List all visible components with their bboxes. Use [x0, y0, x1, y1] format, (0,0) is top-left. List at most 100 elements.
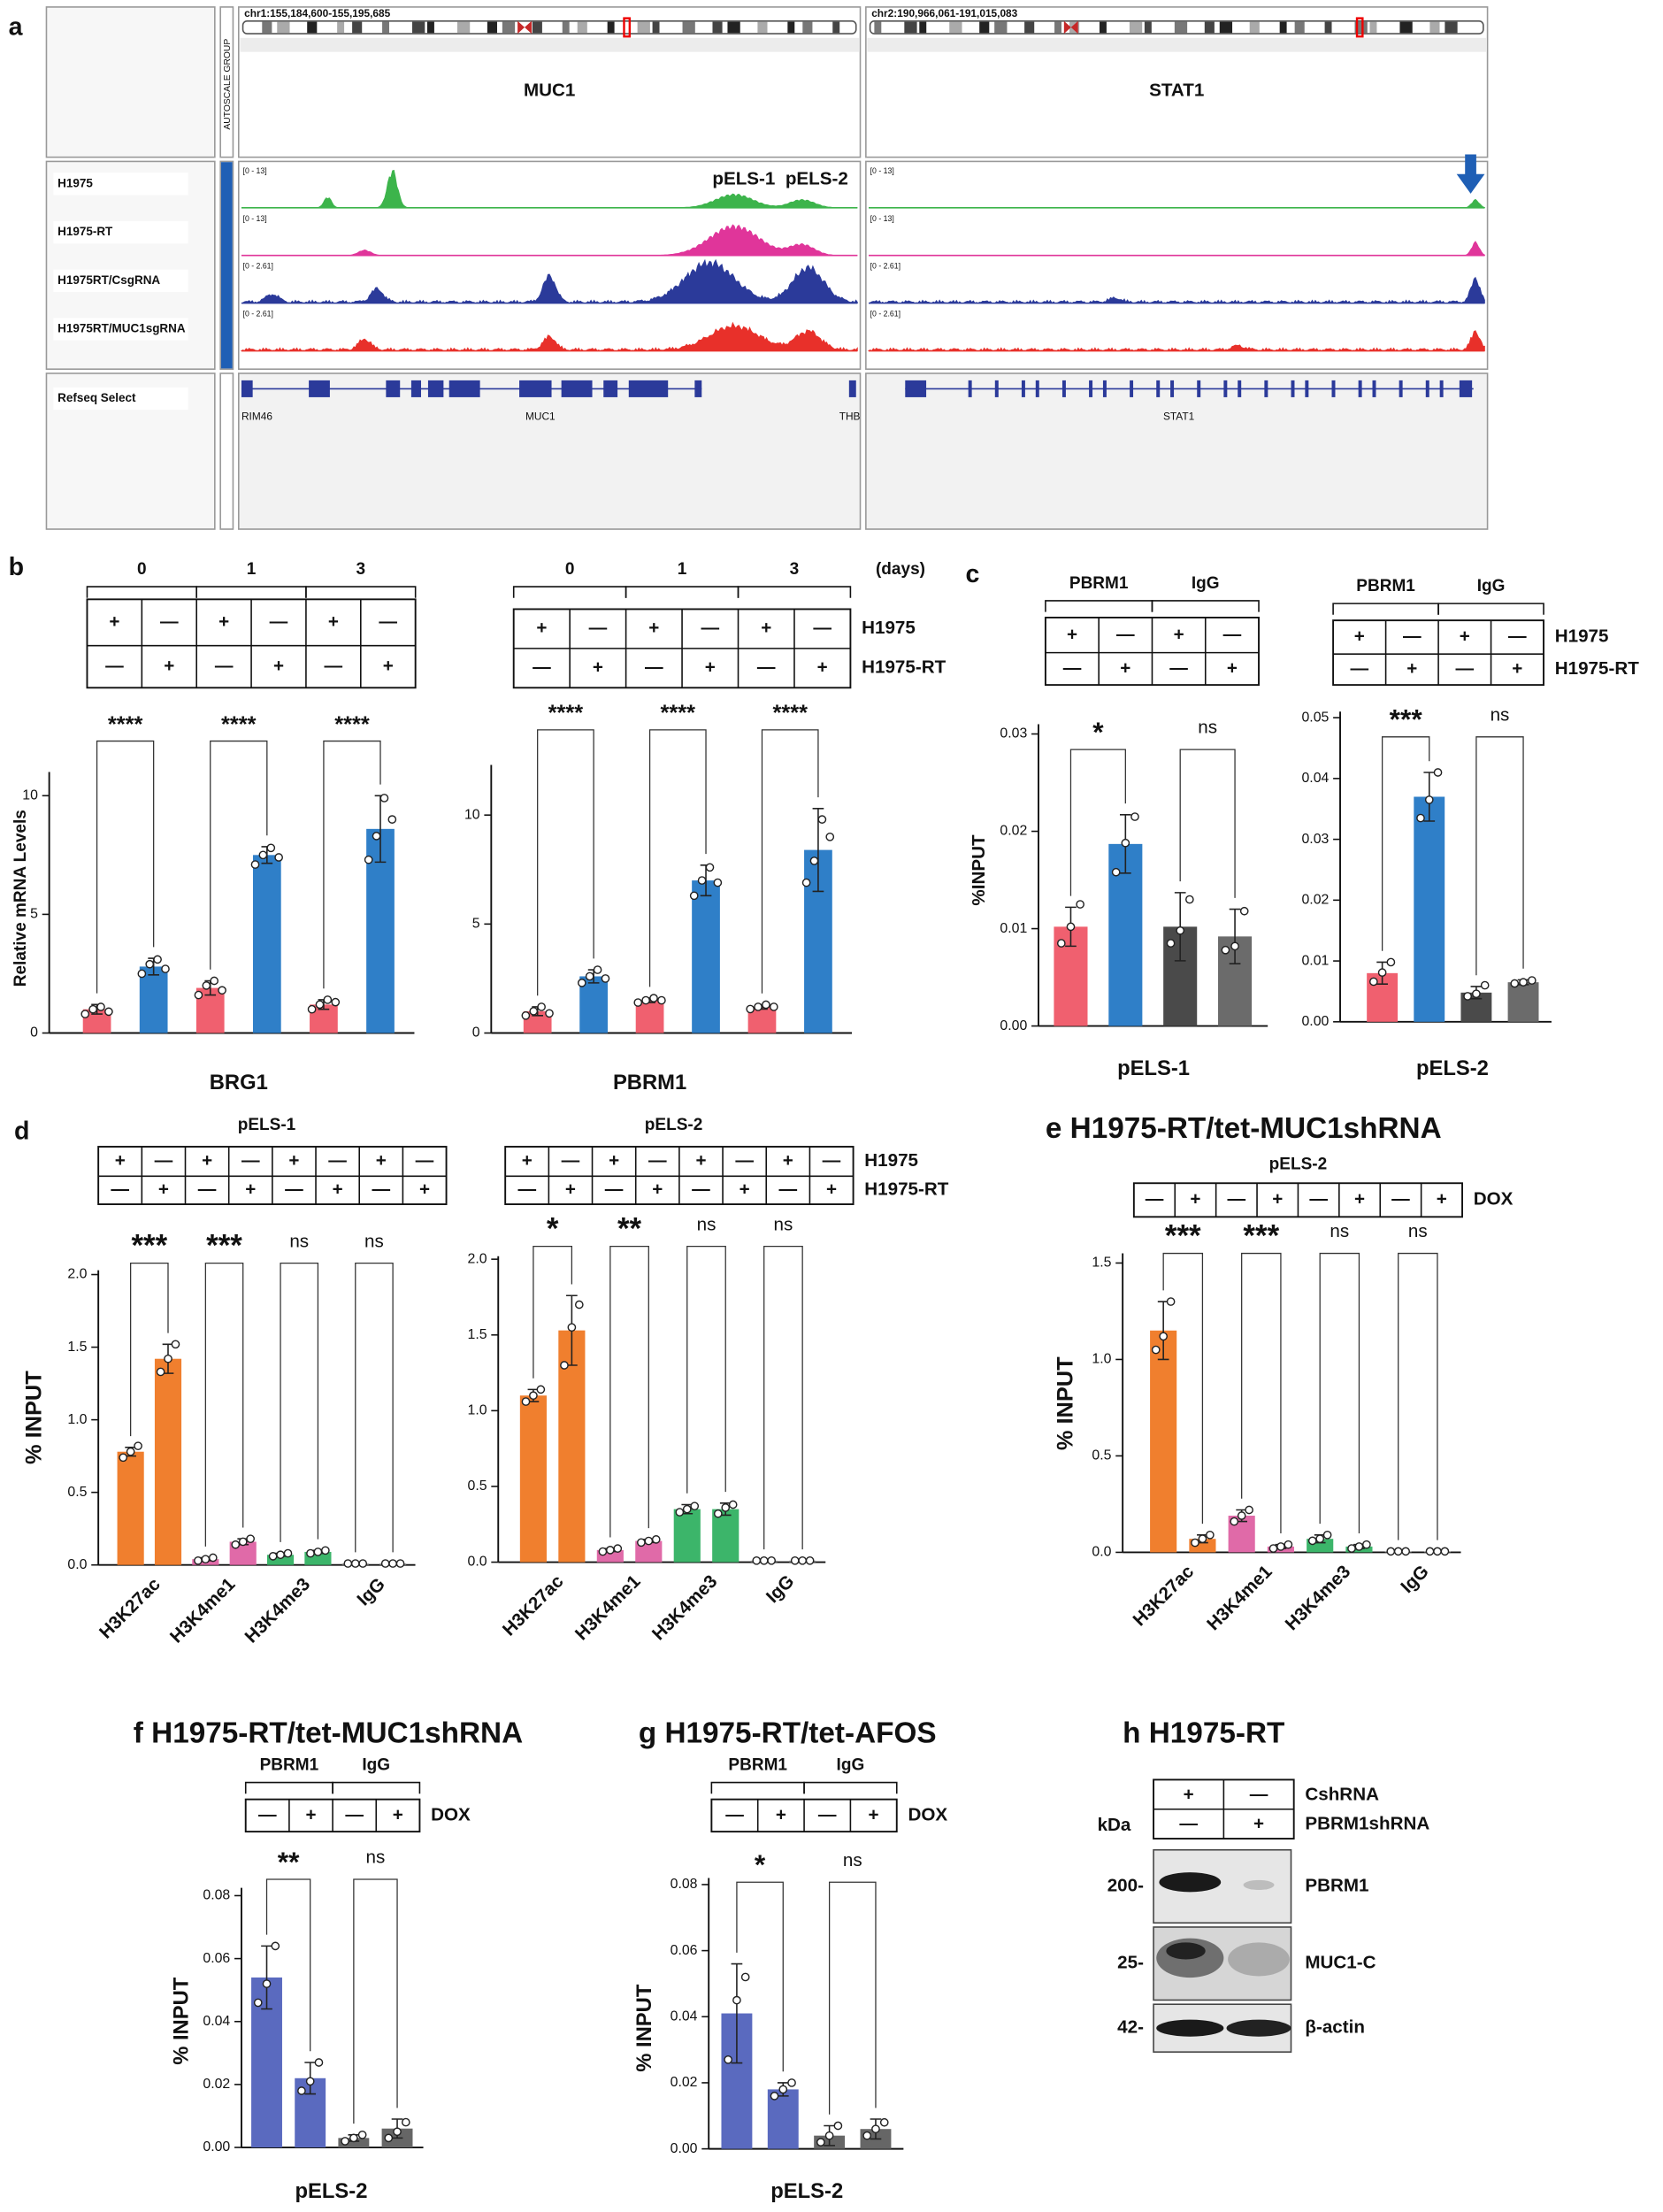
- data-point: [1159, 1332, 1168, 1341]
- ideogram-band: [307, 21, 318, 34]
- data-point: [817, 815, 827, 824]
- ideogram-band: [652, 21, 660, 34]
- condition-cell: +: [288, 1150, 299, 1171]
- condition-cell: +: [218, 611, 229, 632]
- condition-cell: +: [1184, 1784, 1194, 1804]
- condition-cell: +: [776, 1804, 786, 1824]
- data-point: [1198, 1534, 1207, 1544]
- track-name: H1975RT/MUC1sgRNA: [57, 322, 186, 335]
- data-point: [134, 1441, 142, 1450]
- exon: [410, 380, 422, 397]
- coverage: [241, 258, 858, 304]
- ideogram-band: [412, 21, 425, 34]
- y-tick-label: 1.5: [1092, 1256, 1111, 1271]
- condition-row-label: DOX: [1474, 1189, 1514, 1210]
- condition-cell: +: [202, 1150, 212, 1171]
- chart-title: g H1975-RT/tet-AFOS: [639, 1717, 937, 1749]
- data-point: [1307, 1536, 1317, 1546]
- data-point: [80, 1010, 90, 1018]
- track-name: H1975RT/CsgRNA: [57, 273, 160, 287]
- data-point: [246, 1534, 255, 1544]
- significance-bracket: [609, 1245, 649, 1538]
- condition-header: 3: [790, 560, 800, 579]
- exon: [241, 380, 253, 397]
- condition-row-label: H1975: [864, 1150, 918, 1171]
- condition-cell: —: [1456, 658, 1475, 679]
- data-point: [1527, 976, 1537, 985]
- refseq-label: STAT1: [1163, 410, 1195, 422]
- data-point: [1425, 1547, 1435, 1556]
- exon: [519, 380, 552, 397]
- exon: [1238, 380, 1242, 397]
- track-range: [0 - 13]: [243, 166, 267, 175]
- ideogram-band: [904, 21, 917, 34]
- data-point: [1166, 1297, 1176, 1306]
- significance-bracket: [648, 729, 707, 987]
- y-tick-label: 0.08: [671, 1877, 698, 1892]
- condition-cell: —: [1063, 657, 1082, 678]
- autoscale-strip: [219, 6, 234, 158]
- data-point: [790, 1555, 800, 1565]
- autoscale-strip: [219, 373, 234, 530]
- data-point: [1268, 1544, 1278, 1553]
- condition-cell: —: [589, 618, 608, 638]
- condition-cell: +: [1512, 658, 1522, 679]
- condition-cell: +: [609, 1150, 619, 1171]
- condition-cell: —: [562, 1150, 580, 1171]
- condition-cell: —: [648, 1150, 667, 1171]
- ideogram: [241, 20, 857, 35]
- marker-label: 42-: [1117, 2017, 1144, 2038]
- condition-header: 3: [356, 560, 366, 579]
- condition-cell: —: [155, 1150, 173, 1171]
- condition-cell: —: [1309, 1189, 1328, 1210]
- condition-cell: +: [817, 657, 828, 678]
- ideogram-band: [1445, 21, 1458, 34]
- header-bracket: [710, 1781, 805, 1794]
- band: [1159, 1872, 1222, 1893]
- data-point: [759, 1555, 769, 1565]
- data-point: [1510, 979, 1520, 988]
- data-point: [521, 1397, 531, 1406]
- exon: [1061, 380, 1066, 397]
- bar: [266, 1555, 295, 1565]
- data-point: [1433, 768, 1443, 777]
- exon: [1264, 380, 1268, 397]
- significance-label: ns: [843, 1850, 862, 1870]
- data-point: [387, 815, 397, 824]
- bar: [1507, 982, 1539, 1022]
- y-tick-label: 0.0: [468, 1555, 487, 1570]
- chart-title: e H1975-RT/tet-MUC1shRNA: [1046, 1112, 1442, 1145]
- y-tick-label: 0.03: [1301, 832, 1329, 847]
- y-tick-label: 0.06: [203, 1951, 230, 1966]
- data-point: [644, 1536, 654, 1546]
- data-point: [721, 1503, 731, 1512]
- unit-label: kDa: [1098, 1815, 1131, 1835]
- track-range: [0 - 13]: [243, 214, 267, 223]
- group-label: H3K27ac: [96, 1574, 165, 1643]
- y-tick-label: 0.04: [203, 2014, 230, 2029]
- significance-label: ****: [548, 701, 584, 726]
- data-point: [879, 2117, 889, 2127]
- exon: [628, 380, 669, 397]
- y-tick-label: 0.00: [1000, 1018, 1027, 1033]
- data-point: [1130, 812, 1139, 821]
- data-point: [529, 1007, 539, 1016]
- data-point: [825, 832, 835, 841]
- data-point: [164, 1354, 172, 1363]
- data-point: [393, 2127, 402, 2137]
- data-point: [593, 965, 602, 974]
- bar: [712, 1509, 740, 1563]
- data-point: [305, 2077, 315, 2086]
- chart-subtitle: pELS-2: [1269, 1156, 1328, 1174]
- condition-cell: +: [1272, 1189, 1283, 1210]
- ideogram-band: [426, 21, 434, 34]
- data-point: [601, 974, 610, 983]
- significance-label: ns: [1198, 718, 1217, 738]
- condition-cell: +: [158, 1179, 169, 1200]
- condition-cell: +: [305, 1804, 316, 1824]
- significance-bracket: [1241, 1252, 1282, 1534]
- exon: [561, 380, 593, 397]
- significance-bracket: [1398, 1252, 1438, 1540]
- peak-label: pELS-1: [712, 168, 775, 188]
- bar: [1150, 1330, 1177, 1553]
